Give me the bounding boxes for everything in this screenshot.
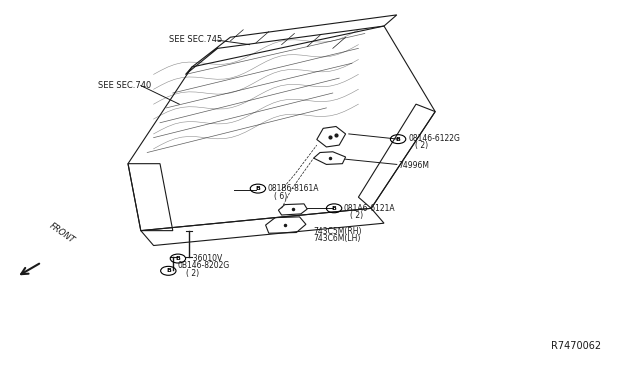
Text: ( 2): ( 2) <box>186 269 199 278</box>
Text: R7470062: R7470062 <box>551 341 601 351</box>
Text: 081B6-8161A: 081B6-8161A <box>268 184 319 193</box>
Text: 08146-6122G: 08146-6122G <box>408 134 460 143</box>
Text: B: B <box>396 137 401 142</box>
Text: ( 2): ( 2) <box>415 141 428 150</box>
Text: 081A6-6121A: 081A6-6121A <box>344 204 396 213</box>
Text: 743C5M(RH): 743C5M(RH) <box>314 227 362 236</box>
Text: ( 6): ( 6) <box>274 192 287 201</box>
Text: B: B <box>332 206 337 211</box>
Text: B: B <box>166 268 171 273</box>
Text: SEE SEC.745: SEE SEC.745 <box>168 35 222 44</box>
Text: SEE SEC.740: SEE SEC.740 <box>98 81 152 90</box>
Text: 74996M: 74996M <box>398 161 429 170</box>
Text: 0B146-8202G: 0B146-8202G <box>178 262 230 270</box>
Text: FRONT: FRONT <box>48 222 77 246</box>
Text: 743C6M(LH): 743C6M(LH) <box>314 234 361 243</box>
Text: B: B <box>175 256 180 261</box>
Text: ( 2): ( 2) <box>350 211 364 220</box>
Text: 36010V: 36010V <box>188 254 222 263</box>
Text: B: B <box>255 186 260 191</box>
